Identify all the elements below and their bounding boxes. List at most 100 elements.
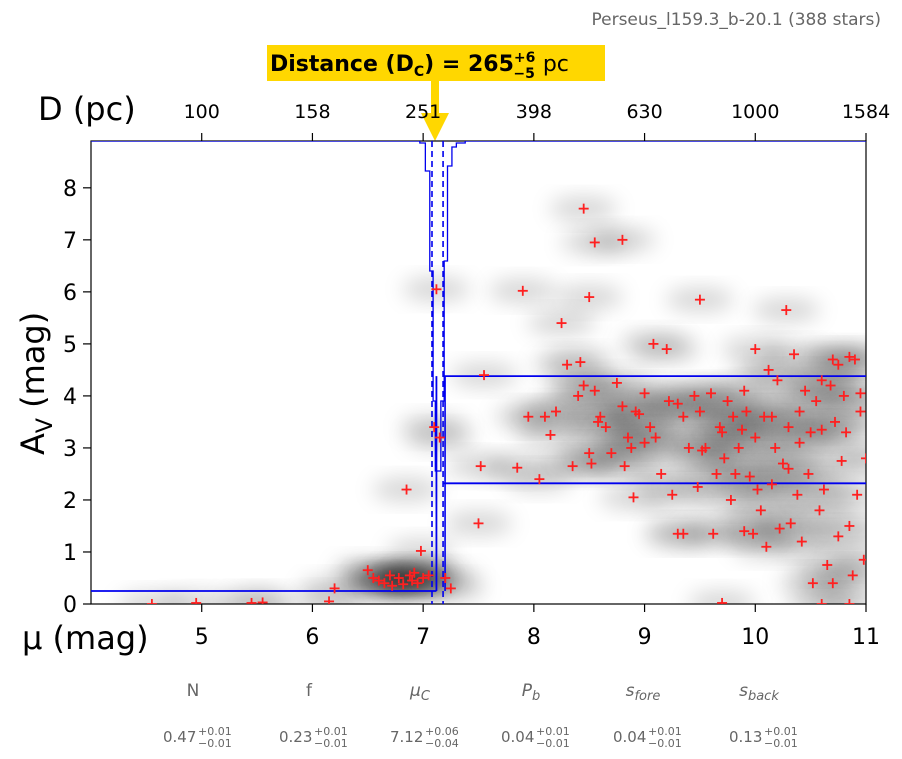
y-tick-label: 2 bbox=[63, 489, 77, 514]
star-marker bbox=[600, 422, 611, 433]
star-marker bbox=[816, 599, 827, 604]
star-marker bbox=[362, 565, 373, 576]
distance-posterior-histogram bbox=[91, 141, 866, 472]
star-marker bbox=[825, 380, 836, 391]
star-marker bbox=[814, 505, 825, 516]
star-marker bbox=[393, 572, 404, 583]
star-marker bbox=[841, 427, 852, 438]
star-marker bbox=[379, 578, 390, 589]
y-tick-label: 1 bbox=[63, 541, 77, 566]
star-marker bbox=[761, 541, 772, 552]
star-marker bbox=[683, 442, 694, 453]
star-marker bbox=[794, 406, 805, 417]
density-blob bbox=[815, 592, 866, 604]
star-marker bbox=[719, 453, 730, 464]
star-marker bbox=[617, 234, 628, 245]
callout-sup: +6 bbox=[514, 50, 535, 66]
param-name: sfore bbox=[626, 681, 661, 704]
star-marker bbox=[639, 437, 650, 448]
star-marker bbox=[589, 385, 600, 396]
callout-background bbox=[267, 45, 605, 81]
density-blob bbox=[829, 547, 866, 572]
star-marker bbox=[766, 479, 777, 490]
density-blob bbox=[815, 513, 866, 538]
star-marker bbox=[634, 409, 645, 420]
star-marker bbox=[744, 471, 755, 482]
star-marker bbox=[512, 462, 523, 473]
param-upper-error: +0.01 bbox=[536, 725, 570, 738]
x-tick-label: 9 bbox=[638, 625, 652, 650]
star-marker bbox=[689, 390, 700, 401]
density-blob bbox=[162, 590, 231, 604]
star-marker bbox=[752, 484, 763, 495]
star-marker bbox=[722, 396, 733, 407]
param-lower-error: −0.01 bbox=[648, 737, 682, 750]
star-marker bbox=[836, 455, 847, 466]
star-marker bbox=[818, 484, 829, 495]
axes: 5 6 7 8 9 10 11 0 1 2 3 4 5 6 7 8 100 158 251 398 630 1000 158… bbox=[63, 101, 890, 650]
density-blob bbox=[815, 344, 866, 369]
star-markers bbox=[146, 203, 866, 604]
star-marker bbox=[755, 505, 766, 516]
svg-text:Distance (DC) = 265+6−5pc: Distance (DC) = 265+6 −5 pc bbox=[270, 50, 569, 82]
param-name: sback bbox=[739, 681, 779, 704]
star-marker bbox=[387, 580, 398, 591]
star-marker bbox=[733, 442, 744, 453]
star-marker bbox=[822, 559, 833, 570]
star-marker bbox=[661, 344, 672, 355]
param-value: 7.12 bbox=[390, 728, 423, 746]
star-marker bbox=[324, 596, 335, 604]
star-marker bbox=[648, 338, 659, 349]
star-marker bbox=[431, 284, 442, 295]
star-marker bbox=[844, 520, 855, 531]
star-marker bbox=[445, 583, 456, 594]
param-value: 0.23 bbox=[279, 728, 312, 746]
y-tick-label: 7 bbox=[63, 229, 77, 254]
star-marker bbox=[517, 285, 528, 296]
star-marker bbox=[398, 579, 409, 590]
star-marker bbox=[567, 461, 578, 472]
param-lower-error: −0.01 bbox=[314, 737, 348, 750]
star-marker bbox=[539, 411, 550, 422]
star-marker bbox=[783, 422, 794, 433]
star-marker bbox=[849, 354, 860, 365]
fit-lines bbox=[91, 141, 866, 604]
star-marker bbox=[672, 398, 683, 409]
star-marker bbox=[827, 354, 838, 365]
param-lower-error: −0.01 bbox=[764, 737, 798, 750]
param-upper-error: +0.01 bbox=[198, 725, 232, 738]
param-name: f bbox=[306, 681, 313, 701]
param-lower-error: −0.01 bbox=[536, 737, 570, 750]
star-marker bbox=[708, 528, 719, 539]
y-axis-label: AV (mag) bbox=[14, 312, 58, 455]
star-marker bbox=[796, 536, 807, 547]
param-value: 0.04 bbox=[501, 728, 534, 746]
star-marker bbox=[475, 461, 486, 472]
x-tick-label: 6 bbox=[305, 625, 319, 650]
star-marker bbox=[700, 442, 711, 453]
star-marker bbox=[429, 422, 440, 433]
star-marker bbox=[412, 578, 423, 589]
star-marker bbox=[861, 453, 866, 464]
star-marker bbox=[639, 388, 650, 399]
star-marker bbox=[772, 375, 783, 386]
star-marker bbox=[816, 375, 827, 386]
star-marker bbox=[706, 388, 716, 399]
star-marker bbox=[737, 424, 747, 435]
star-marker bbox=[401, 484, 412, 495]
star-marker bbox=[855, 406, 866, 417]
star-marker bbox=[589, 237, 600, 248]
star-marker bbox=[805, 427, 816, 438]
star-marker bbox=[329, 583, 340, 594]
param-lower-error: −0.01 bbox=[198, 737, 232, 750]
y-axis-label-suffix: (mag) bbox=[14, 312, 52, 418]
star-marker bbox=[844, 599, 855, 604]
callout-value: ) = 265 bbox=[424, 52, 514, 77]
star-marker bbox=[257, 597, 268, 604]
star-marker bbox=[852, 489, 863, 500]
star-marker bbox=[650, 432, 661, 443]
y-tick-label: 8 bbox=[63, 177, 77, 202]
param-upper-error: +0.01 bbox=[648, 725, 682, 738]
param-lower-error: −0.04 bbox=[425, 737, 459, 750]
